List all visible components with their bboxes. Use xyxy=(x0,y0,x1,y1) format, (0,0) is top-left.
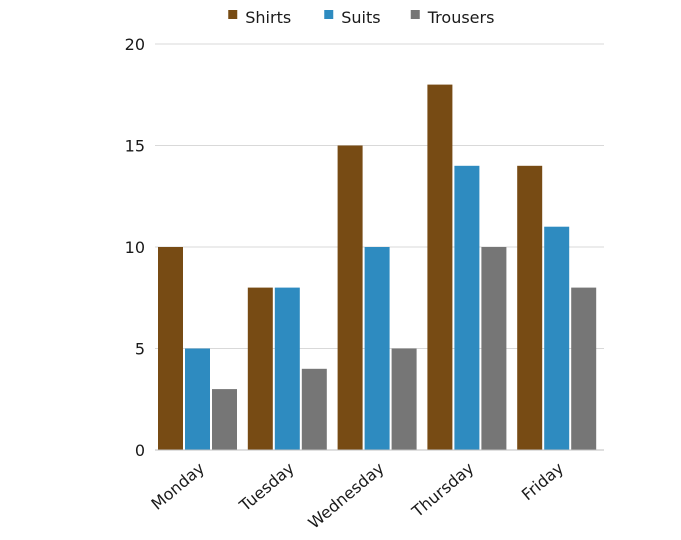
y-tick-label-10: 10 xyxy=(125,238,145,257)
legend-label-suits: Suits xyxy=(341,8,380,27)
y-tick-label-0: 0 xyxy=(135,441,145,460)
legend-label-trousers: Trousers xyxy=(427,8,495,27)
bar-suits-friday xyxy=(544,226,570,450)
bar-shirts-wednesday xyxy=(337,145,363,450)
bar-trousers-friday xyxy=(571,287,597,450)
bar-suits-monday xyxy=(185,348,210,450)
bar-shirts-friday xyxy=(517,165,543,451)
legend-swatch-trousers xyxy=(410,10,420,19)
bar-shirts-monday xyxy=(158,247,183,450)
bars xyxy=(158,84,597,451)
legend: Shirts Suits Trousers xyxy=(228,8,494,27)
bar-trousers-monday xyxy=(212,389,237,450)
bar-suits-wednesday xyxy=(364,247,390,450)
bar-suits-thursday xyxy=(454,165,480,451)
y-tick-label-15: 15 xyxy=(125,137,145,156)
bar-shirts-thursday xyxy=(427,84,453,450)
bar-trousers-thursday xyxy=(481,247,507,450)
y-axis: 0 5 10 15 20 xyxy=(125,35,145,460)
x-tick-label-monday: Monday xyxy=(147,459,208,514)
legend-swatch-suits xyxy=(324,10,334,19)
bar-shirts-tuesday xyxy=(247,287,273,450)
y-tick-label-20: 20 xyxy=(125,35,145,54)
x-tick-label-wednesday: Wednesday xyxy=(304,459,387,533)
x-tick-label-tuesday: Tuesday xyxy=(235,459,298,516)
bar-trousers-tuesday xyxy=(301,368,327,450)
legend-label-shirts: Shirts xyxy=(245,8,291,27)
bar-trousers-wednesday xyxy=(391,348,417,450)
x-tick-label-friday: Friday xyxy=(518,459,567,505)
bar-suits-tuesday xyxy=(274,287,300,450)
x-axis: Monday Tuesday Wednesday Thursday Friday xyxy=(147,449,604,533)
y-tick-label-5: 5 xyxy=(135,340,145,359)
x-tick-label-thursday: Thursday xyxy=(407,459,477,522)
legend-swatch-shirts xyxy=(228,10,238,19)
